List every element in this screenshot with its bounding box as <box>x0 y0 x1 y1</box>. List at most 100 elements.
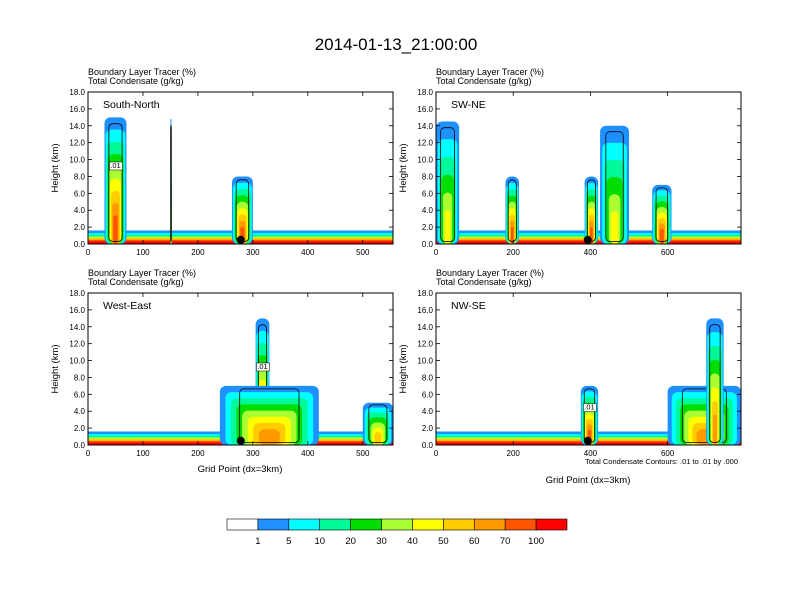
y-tick-label: 6.0 <box>422 390 434 399</box>
panel-name: SW-NE <box>451 99 486 111</box>
colorbar-label: 20 <box>345 536 356 547</box>
condensate-contour <box>368 404 388 443</box>
colorbar-swatch <box>473 518 506 531</box>
colorbar-label: 100 <box>528 536 544 547</box>
colorbar-swatch <box>381 518 413 531</box>
y-tick-label: 8.0 <box>422 172 434 181</box>
colorbar-label: 70 <box>500 536 511 547</box>
tracer-plume <box>584 176 599 244</box>
tracer-plume <box>436 121 460 244</box>
plume-layer-8 <box>713 414 717 445</box>
tracer-plume <box>362 402 393 445</box>
y-tick-label: 2.0 <box>422 424 434 433</box>
colorbar-swatch <box>443 518 475 531</box>
x-tick-label: 500 <box>356 248 370 257</box>
condensate-contour <box>170 124 172 242</box>
x-axis-label-right: Grid Point (dx=3km) <box>546 475 631 486</box>
site-marker <box>236 436 245 445</box>
x-tick-label: 300 <box>246 248 260 257</box>
y-tick-label: 0.0 <box>74 240 86 249</box>
tracer-plume <box>580 385 599 445</box>
y-tick-label: 8.0 <box>74 172 86 181</box>
tracer-plume <box>652 184 672 244</box>
x-tick-label: 400 <box>584 449 598 458</box>
condensate-contour <box>681 388 727 443</box>
condensate-contour <box>239 388 300 443</box>
x-tick-label: 600 <box>661 248 675 257</box>
y-tick-label: 2.0 <box>74 223 86 232</box>
panel-west-east: Boundary Layer Tracer (%)Total Condensat… <box>50 268 394 458</box>
tracer-plume <box>219 385 319 445</box>
condensate-contour <box>709 324 721 443</box>
y-tick-label: 18.0 <box>417 88 433 97</box>
panel-name: West-East <box>103 300 151 312</box>
panel-contour-label: Total Condensate (g/kg) <box>436 277 532 287</box>
plume-layer-6 <box>610 211 619 244</box>
y-tick-label: 10.0 <box>69 156 85 165</box>
site-marker <box>236 235 245 244</box>
panel-frame <box>435 292 742 446</box>
panel-frame <box>435 91 742 245</box>
x-tick-label: 100 <box>136 449 150 458</box>
panel-shaded-label: Boundary Layer Tracer (%) <box>436 67 544 77</box>
x-tick-label: 200 <box>507 248 521 257</box>
contour-label: .01 <box>584 403 594 412</box>
colorbar-swatch <box>226 518 259 531</box>
colorbar-label: 1 <box>255 536 260 547</box>
tracer-plume <box>170 119 172 244</box>
y-tick-label: 4.0 <box>422 206 434 215</box>
colorbar-label: 50 <box>438 536 449 547</box>
y-tick-label: 14.0 <box>69 323 85 332</box>
x-tick-label: 600 <box>661 449 675 458</box>
y-tick-label: 18.0 <box>69 289 85 298</box>
y-tick-label: 18.0 <box>417 289 433 298</box>
site-marker <box>583 436 592 445</box>
y-tick-label: 2.0 <box>422 223 434 232</box>
plume-layer-9 <box>113 215 118 244</box>
y-tick-label: 2.0 <box>74 424 86 433</box>
x-tick-label: 400 <box>301 248 315 257</box>
panel-contour-label: Total Condensate (g/kg) <box>436 76 532 86</box>
contour-label-box <box>256 362 270 372</box>
contour-info: Total Condensate Contours: .01 to .01 by… <box>585 457 738 466</box>
y-tick-label: 6.0 <box>422 189 434 198</box>
y-tick-label: 0.0 <box>422 441 434 450</box>
condensate-contour <box>655 187 669 242</box>
colorbar-swatch <box>504 518 537 531</box>
panel-nw-se: Boundary Layer Tracer (%)Total Condensat… <box>398 268 742 458</box>
x-tick-label: 0 <box>434 449 439 458</box>
panel-name: South-North <box>103 99 160 111</box>
y-tick-label: 14.0 <box>69 122 85 131</box>
y-tick-label: 6.0 <box>74 189 86 198</box>
x-tick-label: 400 <box>584 248 598 257</box>
x-tick-label: 500 <box>356 449 370 458</box>
y-tick-label: 0.0 <box>422 240 434 249</box>
colorbar-label: 30 <box>376 536 387 547</box>
colorbar-swatch <box>350 518 382 531</box>
x-axis-label-left: Grid Point (dx=3km) <box>198 464 283 475</box>
colorbar-swatch <box>412 518 444 531</box>
colorbar-swatch <box>319 518 351 531</box>
y-axis-label: Height (km) <box>50 143 61 192</box>
panel-name: NW-SE <box>451 300 486 312</box>
colorbar-label: 40 <box>407 536 418 547</box>
x-tick-label: 300 <box>246 449 260 458</box>
panel-shaded-label: Boundary Layer Tracer (%) <box>436 268 544 278</box>
plume-layer-7 <box>374 432 382 445</box>
colorbar-label: 10 <box>314 536 325 547</box>
y-tick-label: 0.0 <box>74 441 86 450</box>
panel-south-north: Boundary Layer Tracer (%)Total Condensat… <box>50 67 394 257</box>
tracer-plume <box>505 176 520 244</box>
y-tick-label: 16.0 <box>69 306 85 315</box>
plume-layer-9 <box>510 227 514 244</box>
y-tick-label: 10.0 <box>69 357 85 366</box>
y-tick-label: 10.0 <box>417 156 433 165</box>
contour-label-box <box>583 403 597 412</box>
panel-frame <box>87 91 394 245</box>
condensate-contour <box>108 123 123 242</box>
tracer-plume <box>104 117 127 244</box>
tracer-plume <box>231 176 253 244</box>
figure-title: 2014-01-13_21:00:00 <box>315 35 478 54</box>
y-tick-label: 6.0 <box>74 390 86 399</box>
